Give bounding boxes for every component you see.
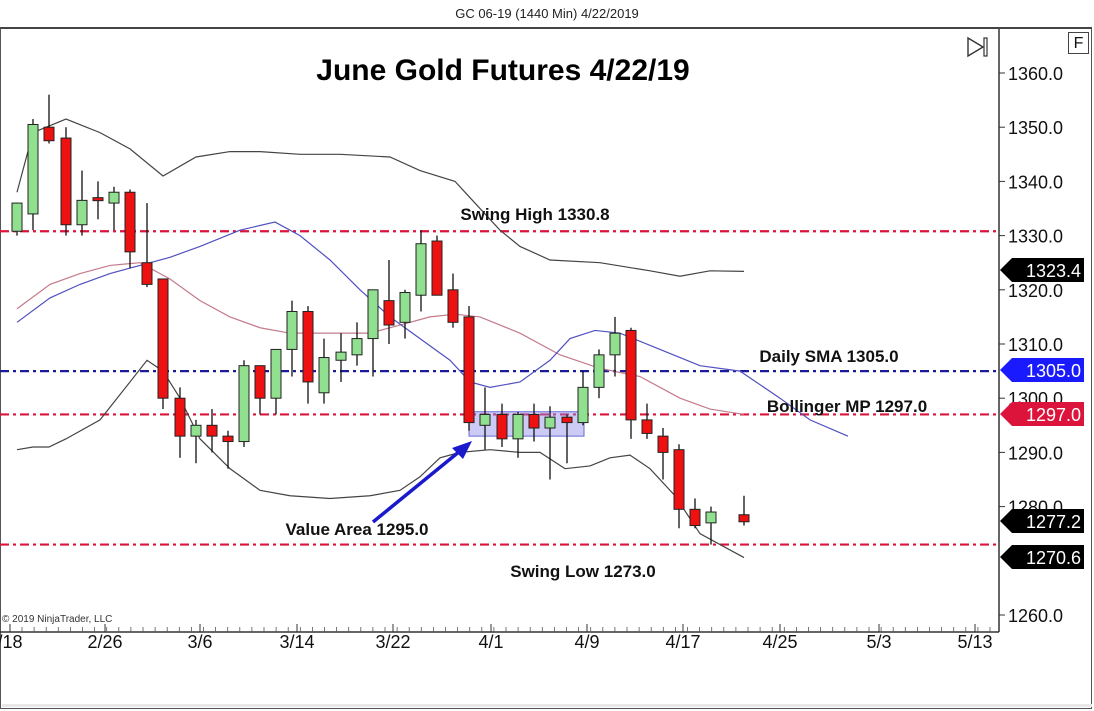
bollinger-lower-line — [16, 359, 745, 559]
price-tag: 1297.0 — [1000, 402, 1084, 426]
candle — [415, 230, 427, 312]
price-tag: 1277.2 — [1000, 509, 1084, 533]
candle — [496, 403, 508, 447]
candle — [11, 202, 23, 236]
price-tag: 1305.0 — [1000, 358, 1084, 382]
x-tick-label: 4/17 — [665, 632, 700, 652]
candle — [367, 289, 379, 377]
x-tick-label: 4/9 — [574, 632, 599, 652]
y-tick-label: 1330.0 — [1008, 227, 1063, 247]
candles — [11, 94, 750, 545]
bollinger-mp-label: Bollinger MP 1297.0 — [767, 397, 927, 416]
candle — [351, 322, 363, 366]
sma-fast-line — [16, 221, 849, 437]
chart-frame — [0, 27, 1092, 709]
svg-text:1323.4: 1323.4 — [1026, 261, 1081, 281]
x-tick-label: 5/3 — [866, 632, 891, 652]
candle — [463, 306, 475, 431]
swing-low-label: Swing Low 1273.0 — [510, 562, 656, 581]
y-tick-label: 1350.0 — [1008, 118, 1063, 138]
candle — [512, 411, 524, 458]
candle — [302, 306, 314, 404]
candle — [577, 371, 589, 426]
candle — [174, 387, 186, 458]
copyright-text: © 2019 NinjaTrader, LLC — [2, 614, 112, 625]
candle — [689, 498, 701, 529]
candle — [238, 360, 250, 447]
indicator-lines — [16, 118, 849, 559]
x-tick-label: 2/26 — [87, 632, 122, 652]
candle — [528, 403, 540, 442]
x-tick-label: /18 — [0, 632, 23, 652]
candle — [705, 506, 717, 545]
candle — [431, 235, 443, 296]
svg-text:1297.0: 1297.0 — [1026, 405, 1081, 425]
candle — [141, 203, 153, 288]
candle — [318, 338, 330, 404]
chart-title: June Gold Futures 4/22/19 — [316, 54, 689, 87]
y-tick-label: 1310.0 — [1008, 335, 1063, 355]
window-title: GC 06-19 (1440 Min) 4/22/2019 — [455, 6, 639, 21]
candle — [593, 349, 605, 399]
y-tick-label: 1290.0 — [1008, 443, 1063, 463]
candle — [561, 414, 573, 464]
bollinger-upper-line — [16, 118, 745, 277]
candle — [673, 444, 685, 529]
candle — [60, 127, 72, 236]
candle — [544, 406, 556, 480]
x-tick-label: 4/25 — [762, 632, 797, 652]
candle — [222, 430, 234, 469]
candle — [27, 119, 39, 231]
skip-to-end-icon[interactable] — [965, 36, 991, 58]
candle — [335, 333, 347, 382]
svg-text:1270.6: 1270.6 — [1026, 548, 1081, 568]
candle — [190, 419, 202, 464]
daily-sma-label: Daily SMA 1305.0 — [759, 347, 898, 366]
candle — [108, 186, 120, 231]
svg-text:1277.2: 1277.2 — [1026, 512, 1081, 532]
price-tags: 1323.4 1305.0 1297.0 1277.2 1270.6 — [1000, 258, 1084, 569]
candle — [157, 278, 169, 410]
candle — [76, 170, 88, 236]
value-area-label: Value Area 1295.0 — [285, 520, 428, 539]
svg-text:1305.0: 1305.0 — [1026, 361, 1081, 381]
candle — [738, 495, 750, 526]
candle — [399, 289, 411, 339]
candle — [270, 348, 282, 415]
candle — [641, 403, 653, 439]
y-tick-label: 1260.0 — [1008, 606, 1063, 626]
candle — [254, 365, 266, 415]
f-button[interactable]: F — [1068, 32, 1089, 54]
candle — [609, 316, 621, 377]
x-axis-ticks: /18 2/26 3/6 3/14 3/22 4/1 4/9 4/17 4/25 5/3 5/13 — [0, 624, 993, 652]
candle — [206, 409, 218, 453]
y-tick-label: 1320.0 — [1008, 281, 1063, 301]
x-tick-label: 3/14 — [279, 632, 314, 652]
candle — [124, 189, 136, 269]
candle — [479, 387, 491, 450]
candle — [657, 428, 669, 480]
candle — [92, 181, 104, 220]
swing-high-label: Swing High 1330.8 — [460, 205, 609, 224]
candle — [286, 300, 298, 377]
y-axis-ticks: 1360.01350.01340.01330.01320.01310.01300… — [999, 64, 1063, 626]
y-tick-label: 1360.0 — [1008, 64, 1063, 84]
price-tag: 1323.4 — [1000, 258, 1084, 282]
horizontal-scrollbar[interactable] — [2, 704, 1092, 707]
price-tag: 1270.6 — [1000, 545, 1084, 569]
candle — [447, 273, 459, 328]
candle — [43, 94, 55, 144]
x-tick-label: 3/6 — [187, 632, 212, 652]
x-tick-label: 4/1 — [478, 632, 503, 652]
x-tick-label: 5/13 — [957, 632, 992, 652]
candle — [625, 327, 637, 439]
x-tick-label: 3/22 — [375, 632, 410, 652]
candle — [383, 259, 395, 344]
y-tick-label: 1340.0 — [1008, 172, 1063, 192]
value-area-arrow — [371, 441, 472, 524]
